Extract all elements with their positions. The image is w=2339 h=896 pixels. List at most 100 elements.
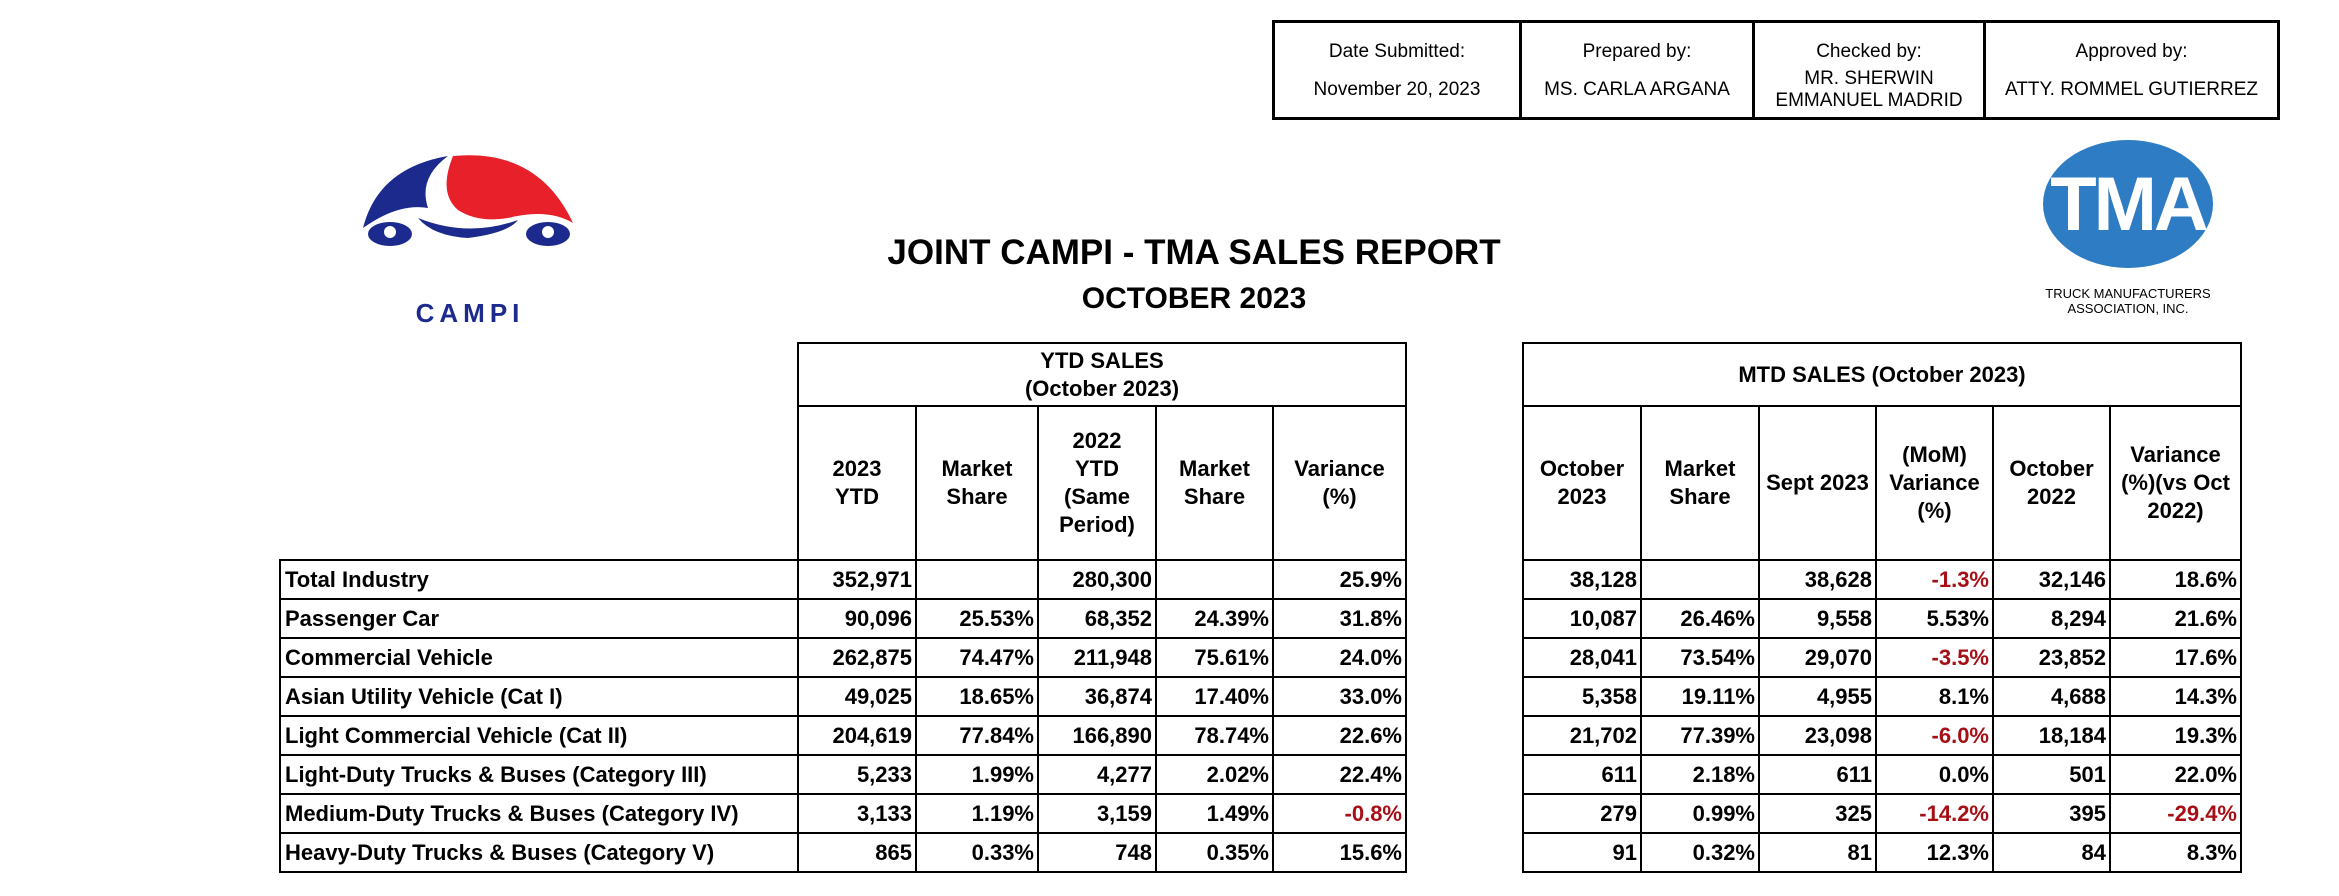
ytd-cell: 352,971 [797, 559, 917, 600]
header-line: 2023 [832, 456, 882, 481]
mtd-cell: 5,358 [1522, 676, 1642, 717]
table-row: Heavy-Duty Trucks & Buses (Category V) 86… [279, 832, 1407, 873]
mtd-cell: 29,070 [1758, 637, 1877, 678]
mtd-cell: 28,041 [1522, 637, 1642, 678]
tma-caption-line: TRUCK MANUFACTURERS [2045, 286, 2211, 301]
header-line: Variance [1889, 470, 1980, 495]
mtd-cell: 19.3% [2109, 715, 2242, 756]
mtd-cell: 18,184 [1992, 715, 2111, 756]
ytd-cell: 90,096 [797, 598, 917, 639]
mtd-cell: 2.18% [1640, 754, 1760, 795]
mtd-cell: 22.0% [2109, 754, 2242, 795]
ytd-cell: 78.74% [1155, 715, 1274, 756]
mtd-cell: 18.6% [2109, 559, 2242, 600]
mtd-cell: 4,955 [1758, 676, 1877, 717]
report-subtitle: OCTOBER 2023 [1081, 282, 1307, 315]
header-line: 2022) [2147, 498, 2204, 523]
ytd-cell: 24.39% [1155, 598, 1274, 639]
table-row: Light-Duty Trucks & Buses (Category III)… [279, 754, 1407, 795]
ytd-cell: 3,159 [1037, 793, 1157, 834]
mtd-cell: 19.11% [1640, 676, 1760, 717]
header-line: 2023 [1557, 484, 1607, 509]
ytd-cell: 49,025 [797, 676, 917, 717]
mtd-cell: 0.99% [1640, 793, 1760, 834]
mtd-cell: 8,294 [1992, 598, 2111, 639]
ytd-cell: 1.99% [915, 754, 1039, 795]
header-line: Share [946, 484, 1008, 509]
table-row: 21,702 77.39% 23,098 -6.0% 18,184 19.3% [1522, 715, 2242, 756]
ytd-cell [1155, 559, 1274, 600]
mtd-cell: 12.3% [1875, 832, 1994, 873]
ytd-cell: 0.33% [915, 832, 1039, 873]
ytd-cell [915, 559, 1039, 600]
signoff-value: MR. SHERWIN EMMANUEL MADRID [1775, 68, 1963, 111]
mtd-cell: 23,098 [1758, 715, 1877, 756]
ytd-cell: 3,133 [797, 793, 917, 834]
mtd-cell: 77.39% [1640, 715, 1760, 756]
ytd-cell: 211,948 [1037, 637, 1157, 678]
row-label: Asian Utility Vehicle (Cat I) [279, 676, 799, 717]
header-line: Share [1669, 484, 1731, 509]
mtd-cell: -3.5% [1875, 637, 1994, 678]
row-label: Total Industry [279, 559, 799, 600]
ytd-cell: 25.53% [915, 598, 1039, 639]
mtd-cell: 611 [1522, 754, 1642, 795]
report-title: JOINT CAMPI - TMA SALES REPORT [887, 233, 1501, 272]
mtd-cell: 4,688 [1992, 676, 2111, 717]
ytd-cell: 15.6% [1272, 832, 1407, 873]
mtd-cell: -29.4% [2109, 793, 2242, 834]
mtd-cell: 325 [1758, 793, 1877, 834]
ytd-cell: 77.84% [915, 715, 1039, 756]
campi-logo-icon [363, 155, 573, 246]
ytd-column-header: Variance (%) [1272, 405, 1407, 561]
tma-caption-line: ASSOCIATION, INC. [2067, 301, 2189, 316]
mtd-column-header: Sept 2023 [1758, 405, 1877, 561]
mtd-title: MTD SALES (October 2023) [1522, 342, 2242, 407]
ytd-column-header: 2023 YTD [797, 405, 917, 561]
mtd-cell: 23,852 [1992, 637, 2111, 678]
header-line: (%)(vs Oct [2121, 470, 2230, 495]
table-row: 10,087 26.46% 9,558 5.53% 8,294 21.6% [1522, 598, 2242, 639]
header-line: October [1539, 456, 1625, 481]
header-line: 2022 [1072, 428, 1122, 453]
mtd-cell: 0.32% [1640, 832, 1760, 873]
ytd-cell: -0.8% [1272, 793, 1407, 834]
signoff-date: Date Submitted: November 20, 2023 [1272, 20, 1522, 120]
header-line: YTD [835, 484, 879, 509]
signoff-table: Date Submitted: November 20, 2023 Prepare… [1272, 20, 2280, 120]
ytd-cell: 75.61% [1155, 637, 1274, 678]
mtd-cell: 21,702 [1522, 715, 1642, 756]
header-line: YTD [1075, 456, 1119, 481]
signoff-approved: Approved by: ATTY. ROMMEL GUTIERREZ [1983, 20, 2280, 120]
header-line: (%) [1917, 498, 1952, 523]
header-line: Sept 2023 [1766, 470, 1869, 495]
ytd-title: YTD SALES (October 2023) [797, 342, 1407, 407]
mtd-cell: -1.3% [1875, 559, 1994, 600]
header-line: (%) [1322, 484, 1357, 509]
ytd-cell: 25.9% [1272, 559, 1407, 600]
header-line: Period) [1059, 512, 1135, 537]
signoff-value: MS. CARLA ARGANA [1544, 79, 1730, 100]
table-row: 91 0.32% 81 12.3% 84 8.3% [1522, 832, 2242, 873]
row-label: Medium-Duty Trucks & Buses (Category IV) [279, 793, 799, 834]
table-row: 5,358 19.11% 4,955 8.1% 4,688 14.3% [1522, 676, 2242, 717]
ytd-cell: 68,352 [1037, 598, 1157, 639]
row-label: Heavy-Duty Trucks & Buses (Category V) [279, 832, 799, 873]
campi-logo [358, 148, 580, 258]
row-label: Commercial Vehicle [279, 637, 799, 678]
table-row: Asian Utility Vehicle (Cat I) 49,025 18.65… [279, 676, 1407, 717]
mtd-cell: 8.3% [2109, 832, 2242, 873]
mtd-cell: 279 [1522, 793, 1642, 834]
mtd-cell: 17.6% [2109, 637, 2242, 678]
mtd-column-header: Variance (%)(vs Oct 2022) [2109, 405, 2242, 561]
ytd-column-header: Market Share [915, 405, 1039, 561]
table-row: 611 2.18% 611 0.0% 501 22.0% [1522, 754, 2242, 795]
ytd-cell: 22.6% [1272, 715, 1407, 756]
ytd-cell: 1.19% [915, 793, 1039, 834]
ytd-title-line: YTD SALES [1040, 347, 1164, 373]
signoff-label: Checked by: [1816, 41, 1922, 62]
mtd-cell: 10,087 [1522, 598, 1642, 639]
ytd-cell: 280,300 [1037, 559, 1157, 600]
row-label: Light-Duty Trucks & Buses (Category III) [279, 754, 799, 795]
ytd-title-line: (October 2023) [1024, 375, 1180, 401]
